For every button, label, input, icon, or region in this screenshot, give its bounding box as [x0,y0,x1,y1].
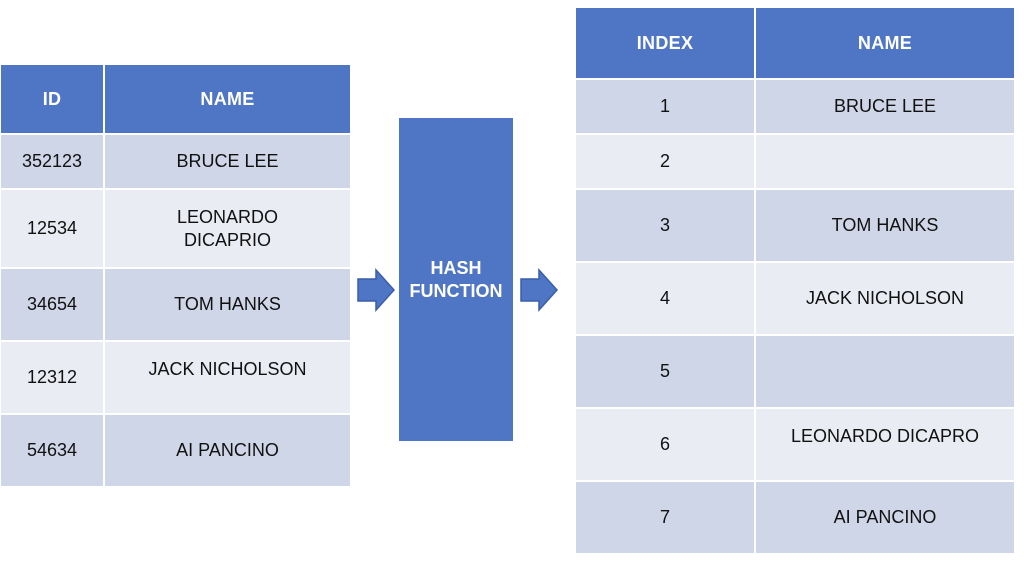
output-name-cell [756,135,1014,190]
input-id-cell: 12312 [1,342,105,415]
input-id-cell: 12534 [1,190,105,269]
input-name-cell: LEONARDO DICAPRIO [105,190,350,269]
table-row: 2 [576,135,1014,190]
table-row: 12534 LEONARDO DICAPRIO [1,190,350,269]
output-name-cell: AI PANCINO [756,482,1014,555]
output-index-cell: 6 [576,409,756,482]
input-name-cell: JACK NICHOLSON [105,342,350,415]
table-row: 4 JACK NICHOLSON [576,263,1014,336]
output-index-cell: 2 [576,135,756,190]
output-index-cell: 4 [576,263,756,336]
hash-function-label-line2: FUNCTION [409,280,503,301]
input-id-cell: 352123 [1,135,105,190]
table-row: 352123 BRUCE LEE [1,135,350,190]
table-row: 54634 AI PANCINO [1,415,350,488]
table-row: 6 LEONARDO DICAPRO [576,409,1014,482]
output-name-cell: BRUCE LEE [756,80,1014,135]
output-header-index: INDEX [576,8,756,80]
input-table: ID NAME 352123 BRUCE LEE 12534 LEONARDO … [1,65,350,488]
input-header-name: NAME [105,65,350,135]
input-name-cell: TOM HANKS [105,269,350,342]
input-table-header-row: ID NAME [1,65,350,135]
table-row: 1 BRUCE LEE [576,80,1014,135]
output-name-cell [756,336,1014,409]
input-name-cell: AI PANCINO [105,415,350,488]
output-header-name: NAME [756,8,1014,80]
arrow-right-icon [357,268,396,312]
output-name-cell: TOM HANKS [756,190,1014,263]
output-index-cell: 1 [576,80,756,135]
output-index-cell: 3 [576,190,756,263]
table-row: 7 AI PANCINO [576,482,1014,555]
output-index-cell: 5 [576,336,756,409]
arrow-right-icon [520,268,559,312]
table-row: 34654 TOM HANKS [1,269,350,342]
table-row: 12312 JACK NICHOLSON [1,342,350,415]
output-table-header-row: INDEX NAME [576,8,1014,80]
input-name-cell: BRUCE LEE [105,135,350,190]
output-table: INDEX NAME 1 BRUCE LEE 2 3 TOM HANKS 4 J… [576,8,1014,555]
output-index-cell: 7 [576,482,756,555]
hash-function-label-line1: HASH [430,257,482,278]
input-header-id: ID [1,65,105,135]
table-row: 5 [576,336,1014,409]
output-name-cell: JACK NICHOLSON [756,263,1014,336]
hash-function-box: HASH FUNCTION [399,118,513,441]
table-row: 3 TOM HANKS [576,190,1014,263]
input-id-cell: 34654 [1,269,105,342]
input-id-cell: 54634 [1,415,105,488]
output-name-cell: LEONARDO DICAPRO [756,409,1014,482]
